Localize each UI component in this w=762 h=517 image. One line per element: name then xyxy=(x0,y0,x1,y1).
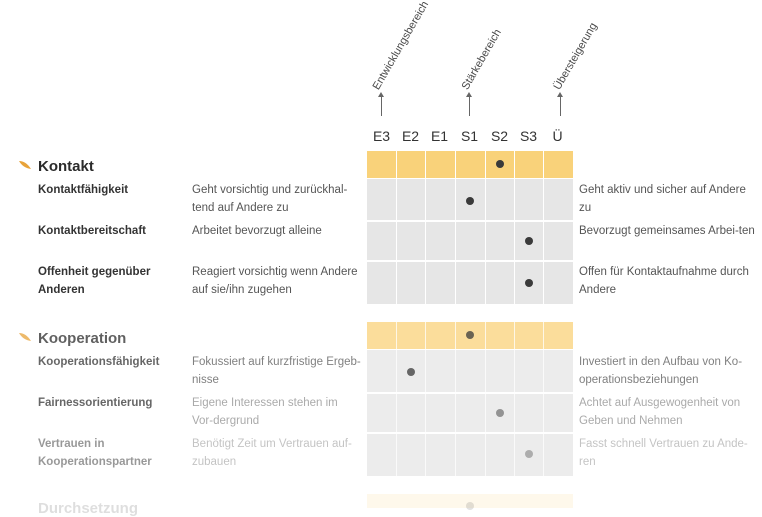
row-score-dot xyxy=(495,409,504,417)
row-score-dot xyxy=(524,450,533,458)
section-band-kontakt xyxy=(367,151,573,178)
grid-column-divider xyxy=(455,322,456,476)
row-label: Kooperationsfähigkeit xyxy=(38,356,160,368)
column-heading-s3: S3 xyxy=(519,128,538,144)
row-high-description: Bevorzugt gemeinsames Arbei-ten xyxy=(579,225,755,237)
row-separator xyxy=(367,220,573,222)
axis-label-strength: Stärkebereich xyxy=(459,27,504,93)
row-low-description: Fokussiert auf kurzfristige Ergeb-nisse xyxy=(192,356,361,386)
row-score-dot xyxy=(524,279,533,287)
grid-column-divider xyxy=(425,322,426,476)
grid-column-divider xyxy=(455,151,456,304)
row-separator xyxy=(367,260,573,262)
axis-label-excess: Übersteigerung xyxy=(551,20,600,93)
section-score-dot xyxy=(465,502,474,510)
row-high-description: Achtet auf Ausgewogenheit von Geben und … xyxy=(579,397,741,427)
leaf-icon xyxy=(19,333,31,341)
grid-column-divider xyxy=(543,322,544,476)
row-label: Kontaktfähigkeit xyxy=(38,184,129,196)
section-title-durchsetzung: Durchsetzung xyxy=(38,500,139,517)
axis-label-development: Entwicklungsbereich xyxy=(370,0,432,92)
row-low-description: Eigene Interessen stehen im Vor-dergrund xyxy=(192,397,338,427)
column-heading-e2: E2 xyxy=(401,128,420,144)
arrow-up-icon xyxy=(557,92,563,116)
grid-column-divider xyxy=(514,151,515,304)
row-score-dot xyxy=(465,197,474,205)
row-label: Kontaktbereitschaft xyxy=(38,225,146,237)
row-label: Fairnessorientierung xyxy=(38,397,153,409)
row-separator xyxy=(367,432,573,434)
column-heading-s1: S1 xyxy=(460,128,479,144)
section-title-kooperation: Kooperation xyxy=(38,330,127,347)
column-heading-ue: Ü xyxy=(552,128,563,144)
section-score-dot xyxy=(465,331,474,339)
row-high-description: Geht aktiv und sicher auf Andere zu xyxy=(579,184,746,214)
row-low-description: Reagiert vorsichtig wenn Andere auf sie/… xyxy=(192,266,358,296)
grid-column-divider xyxy=(425,151,426,304)
leaf-icon xyxy=(19,161,31,169)
grid-column-divider xyxy=(485,151,486,304)
row-separator xyxy=(367,392,573,394)
section-band-durchsetzung xyxy=(367,494,573,508)
column-heading-e1: E1 xyxy=(430,128,449,144)
grid-column-divider xyxy=(396,151,397,304)
row-label: Offenheit gegenüber Anderen xyxy=(38,266,151,296)
row-low-description: Benötigt Zeit um Vertrauen auf-zubauen xyxy=(192,438,352,468)
grid-column-divider xyxy=(543,151,544,304)
row-score-dot xyxy=(524,237,533,245)
column-heading-s2: S2 xyxy=(490,128,509,144)
grid-column-divider xyxy=(396,322,397,476)
row-high-description: Investiert in den Aufbau von Ko-operatio… xyxy=(579,356,743,386)
row-low-description: Arbeitet bevorzugt alleine xyxy=(192,225,322,237)
section-title-kontakt: Kontakt xyxy=(38,158,94,175)
grid-column-divider xyxy=(514,322,515,476)
arrow-up-icon xyxy=(378,92,384,116)
section-score-dot xyxy=(495,160,504,168)
row-high-description: Fasst schnell Vertrauen zu Ande-ren xyxy=(579,438,748,468)
arrow-up-icon xyxy=(466,92,472,116)
grid-column-divider xyxy=(485,322,486,476)
row-score-dot xyxy=(406,368,415,376)
row-low-description: Geht vorsichtig und zurückhal-tend auf A… xyxy=(192,184,348,214)
row-high-description: Offen für Kontaktaufnahme durch Andere xyxy=(579,266,749,296)
rating-grid-kooperation xyxy=(367,350,573,476)
column-heading-e3: E3 xyxy=(372,128,391,144)
row-label: Vertrauen in Kooperationspartner xyxy=(38,438,152,468)
